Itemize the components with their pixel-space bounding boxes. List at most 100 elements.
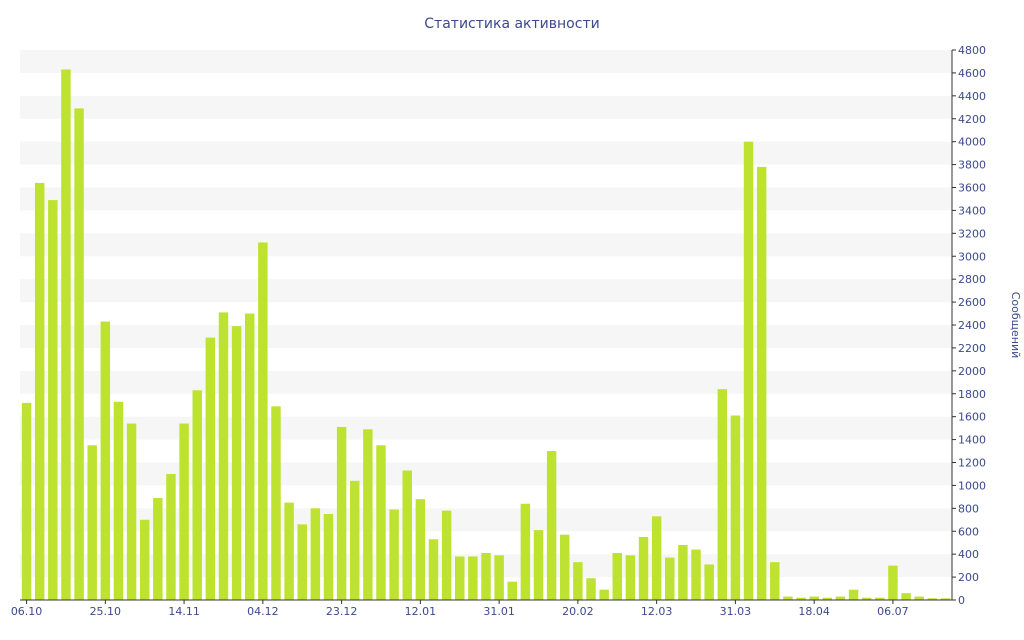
bar <box>704 564 714 600</box>
y-tick-label: 1400 <box>958 434 986 447</box>
bar <box>323 514 334 600</box>
bar <box>87 445 97 600</box>
y-tick-label: 2600 <box>958 296 986 309</box>
bar <box>74 108 84 600</box>
bar <box>258 242 268 600</box>
bar <box>402 470 412 600</box>
y-tick-label: 1000 <box>958 479 986 492</box>
x-tick-label: 12.03 <box>641 605 673 618</box>
y-tick-label: 2400 <box>958 319 986 332</box>
y-tick-label: 3400 <box>958 204 986 217</box>
bar <box>61 69 71 601</box>
x-tick-label: 14.11 <box>168 605 200 618</box>
bar <box>651 516 662 600</box>
bar <box>940 598 951 600</box>
bar <box>231 326 242 600</box>
bar <box>560 534 570 600</box>
x-tick-label: 23.12 <box>326 605 358 618</box>
grid-band <box>20 233 952 257</box>
bar <box>166 473 176 600</box>
y-tick-label: 3000 <box>958 250 986 263</box>
y-tick-label: 400 <box>958 548 979 561</box>
y-tick-label: 4600 <box>958 67 986 80</box>
bar <box>520 503 531 600</box>
y-tick-label: 0 <box>958 594 965 607</box>
y-tick-label: 4200 <box>958 113 986 126</box>
bar <box>428 539 439 600</box>
bar <box>875 597 885 600</box>
bar <box>809 596 819 600</box>
grid-band <box>20 50 952 73</box>
x-tick-label: 31.03 <box>720 605 752 618</box>
y-tick-label: 2000 <box>958 365 986 378</box>
bar <box>888 565 898 601</box>
bar <box>455 556 465 600</box>
bar <box>21 402 32 600</box>
grid-band <box>20 141 952 165</box>
bar <box>415 499 426 600</box>
grid-band <box>20 279 952 303</box>
chart-title: Статистика активности <box>424 16 600 32</box>
x-tick-label: 12.01 <box>405 605 437 618</box>
bar <box>796 597 806 600</box>
y-tick-labels: 0 200 400 600 800 1000 1200 1400 1600 1800 2000 220… <box>952 44 986 607</box>
y-tick-label: 3800 <box>958 159 986 172</box>
bar <box>546 451 557 600</box>
bar <box>376 445 386 600</box>
bar <box>927 598 938 600</box>
bar <box>599 589 609 600</box>
y-tick-label: 3200 <box>958 227 986 240</box>
y-tick-label: 4400 <box>958 90 986 103</box>
bar <box>691 549 701 600</box>
bar <box>126 423 137 600</box>
bar <box>533 530 544 600</box>
x-tick-labels: 06.10 25.10 14.11 04.12 23.12 12.01 31.01 20.02… <box>11 600 909 618</box>
bar <box>336 426 347 600</box>
bar <box>901 593 911 601</box>
bar <box>179 423 189 600</box>
bar <box>192 390 202 600</box>
bar <box>573 562 583 600</box>
bar <box>441 510 452 601</box>
x-tick-label: 06.07 <box>877 605 909 618</box>
y-tick-label: 800 <box>958 502 979 515</box>
y-tick-label: 2200 <box>958 342 986 355</box>
bar <box>743 141 754 601</box>
grid-band <box>20 462 952 486</box>
x-tick-label: 18.04 <box>798 605 830 618</box>
bar-series <box>21 69 951 601</box>
bar <box>835 596 846 600</box>
bar <box>914 596 924 600</box>
bar <box>363 429 373 600</box>
bar <box>271 406 281 600</box>
bar <box>113 401 124 600</box>
bar <box>848 589 859 600</box>
bar <box>717 389 728 600</box>
grid-band <box>20 95 952 119</box>
y-tick-label: 1600 <box>958 411 986 424</box>
x-tick-label: 25.10 <box>90 605 122 618</box>
y-tick-label: 4000 <box>958 136 986 149</box>
bar <box>218 312 229 600</box>
bar <box>34 182 45 601</box>
bar <box>586 578 596 600</box>
x-tick-label: 06.10 <box>11 605 43 618</box>
bar <box>861 597 872 600</box>
y-tick-label: 1200 <box>958 457 986 470</box>
bar <box>822 597 833 600</box>
bar <box>139 519 150 600</box>
x-tick-label: 04.12 <box>247 605 279 618</box>
y-tick-label: 200 <box>958 571 979 584</box>
bar <box>494 555 504 600</box>
grid-band <box>20 416 952 440</box>
bar <box>678 545 688 600</box>
bar <box>507 581 517 600</box>
bar <box>153 498 163 600</box>
grid-band <box>20 325 952 348</box>
grid-band <box>20 370 952 394</box>
x-tick-label: 20.02 <box>562 605 594 618</box>
y-axis-title: Сообщений <box>1009 292 1022 359</box>
bar <box>48 200 58 600</box>
bar <box>244 313 255 600</box>
